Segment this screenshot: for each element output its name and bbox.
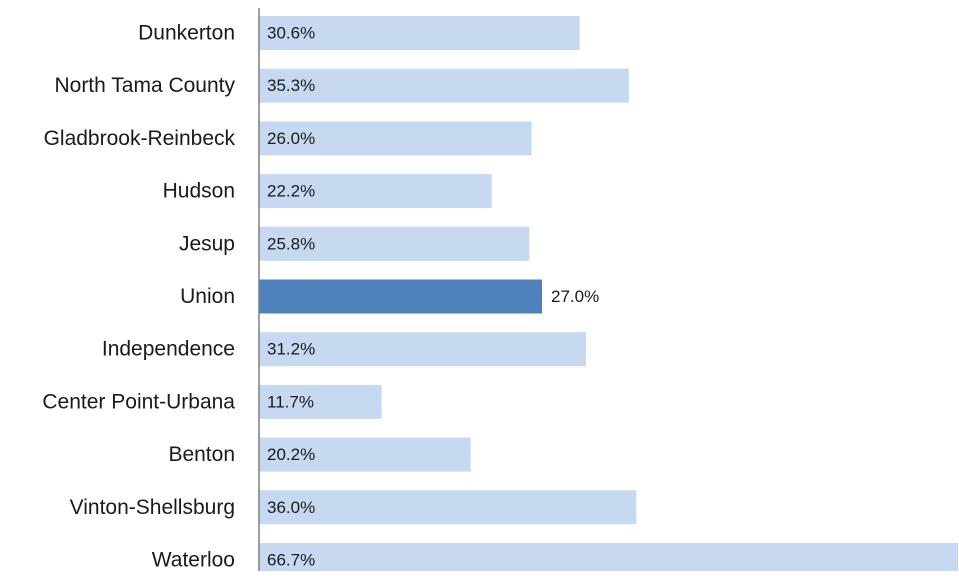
- category-label-benton: Benton: [168, 443, 235, 466]
- value-label-dunkerton: 30.6%: [267, 24, 315, 43]
- category-label-union: Union: [180, 285, 235, 308]
- bar-benton: [259, 437, 471, 472]
- category-label-hudson: Hudson: [163, 180, 235, 203]
- value-labels: 30.6% 35.3% 26.0% 22.2% 25.8% 27.0% 31.2% 11.7%…: [267, 24, 599, 570]
- value-label-waterloo: 66.7%: [267, 551, 315, 570]
- bar-union: [259, 279, 542, 314]
- value-label-union: 27.0%: [551, 287, 599, 306]
- category-label-jesup: Jesup: [179, 232, 235, 255]
- bar-center-point-urbana: [259, 384, 382, 419]
- bars-layer: [259, 16, 958, 576]
- bar-dunkerton: [259, 16, 580, 50]
- category-label-vinton-shellsburg: Vinton-Shellsburg: [70, 496, 235, 519]
- bar-north-tama-county: [259, 68, 629, 103]
- bar-waterloo: [259, 543, 958, 576]
- value-label-jesup: 25.8%: [267, 234, 315, 253]
- category-label-center-point-urbana: Center Point-Urbana: [42, 390, 235, 413]
- value-label-gladbrook-reinbeck: 26.0%: [267, 129, 315, 148]
- value-label-vinton-shellsburg: 36.0%: [267, 498, 315, 517]
- value-label-benton: 20.2%: [267, 445, 315, 464]
- bar-hudson: [259, 174, 492, 209]
- bar-independence: [259, 332, 586, 367]
- value-label-north-tama-county: 35.3%: [267, 76, 315, 95]
- category-label-waterloo: Waterloo: [152, 549, 235, 572]
- category-label-independence: Independence: [102, 338, 235, 361]
- category-label-dunkerton: Dunkerton: [138, 22, 235, 45]
- value-label-independence: 31.2%: [267, 340, 315, 359]
- bar-gladbrook-reinbeck: [259, 121, 532, 156]
- category-labels: Dunkerton North Tama County Gladbrook-Rein…: [42, 22, 235, 572]
- category-label-north-tama-county: North Tama County: [54, 74, 235, 97]
- bar-vinton-shellsburg: [259, 490, 637, 525]
- category-label-gladbrook-reinbeck: Gladbrook-Reinbeck: [44, 127, 236, 150]
- value-label-center-point-urbana: 11.7%: [267, 392, 314, 411]
- bar-jesup: [259, 226, 530, 261]
- value-label-hudson: 22.2%: [267, 182, 315, 201]
